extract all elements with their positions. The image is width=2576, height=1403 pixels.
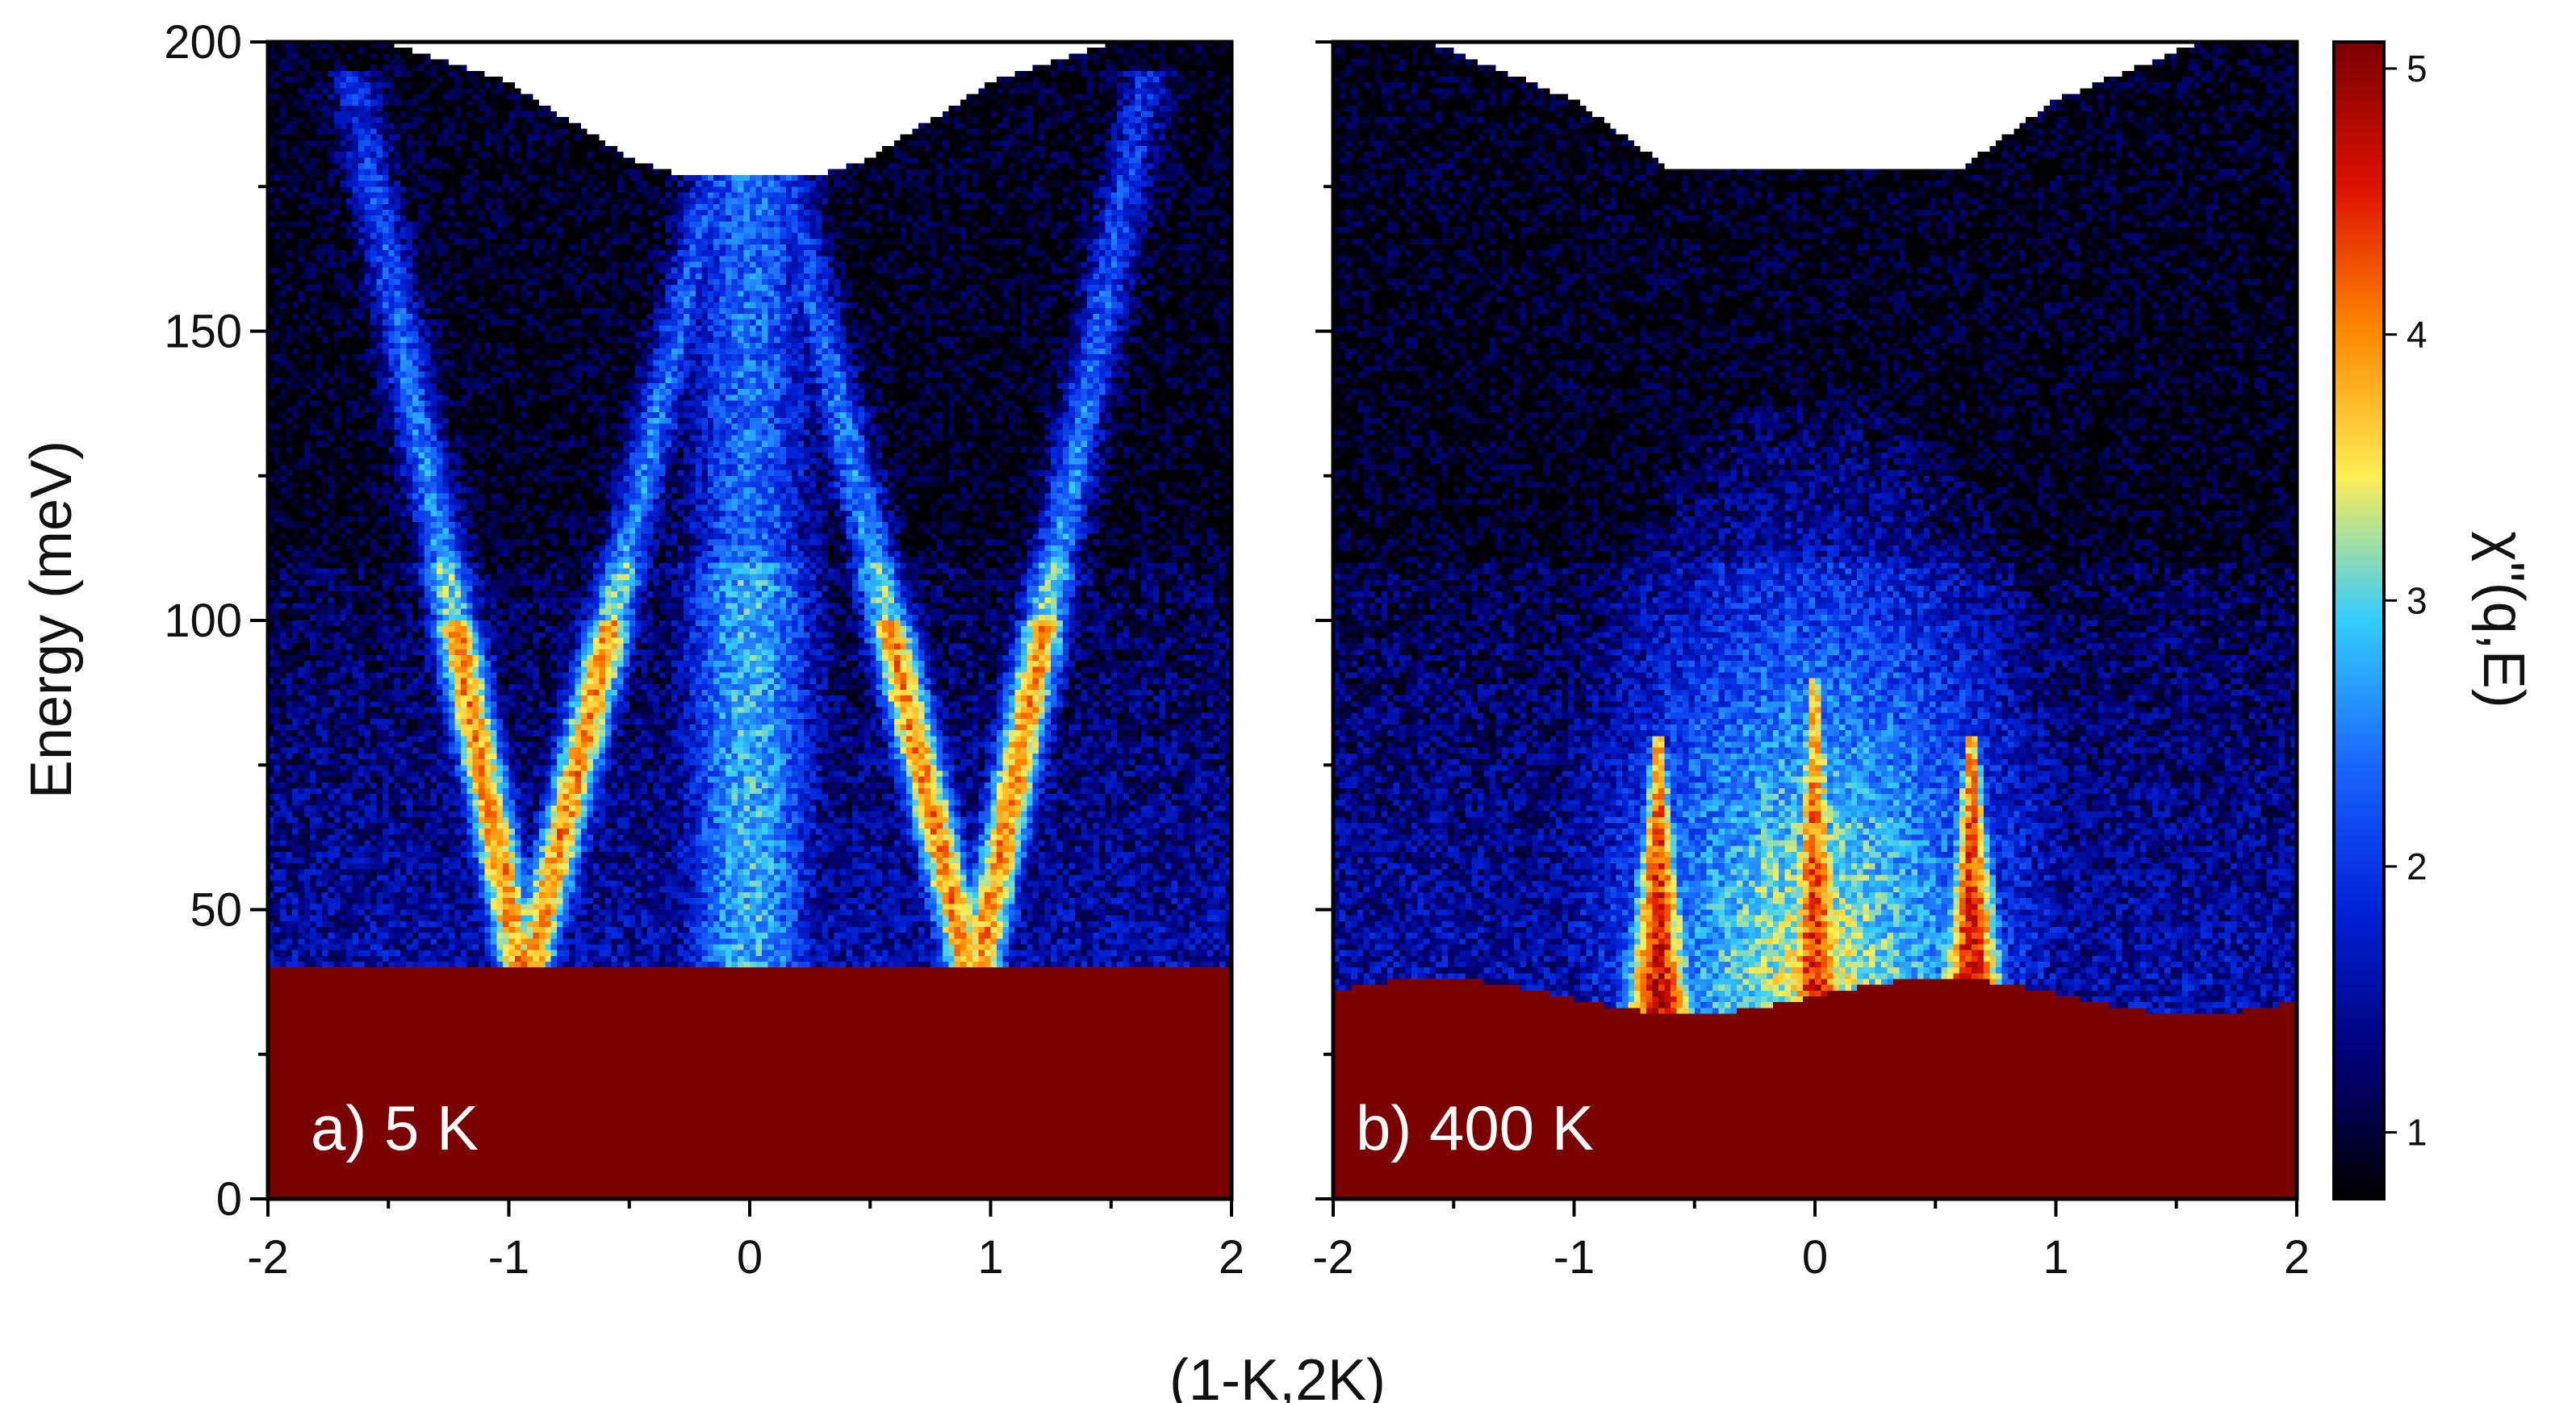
panel-label-a: a) 5 K [311, 1092, 479, 1163]
colorbar-tick-label: 4 [2407, 314, 2428, 356]
y-axis-title: Energy (meV) [19, 441, 84, 799]
x-tick-label: 0 [737, 1231, 763, 1284]
x-axis-title: (1-K,2K) [1169, 1348, 1386, 1403]
heatmap-b [1333, 42, 2297, 1199]
x-tick-label: 1 [2043, 1231, 2068, 1284]
x-tick-labels-b: -2 -1 0 1 2 [1312, 1231, 2310, 1284]
colorbar-tick-label: 3 [2407, 579, 2428, 621]
x-tick-label: 1 [977, 1231, 1003, 1284]
heatmap-a [268, 42, 1232, 1199]
x-tick-label: -1 [1554, 1231, 1595, 1284]
colorbar-ticks: 1 2 3 4 5 [2384, 48, 2428, 1154]
x-tick-label: 2 [1219, 1231, 1244, 1284]
colorbar: 1 2 3 4 5 χ"(q,E) [2332, 40, 2536, 1200]
x-tick-label: -2 [247, 1231, 289, 1284]
x-tick-label: -1 [488, 1231, 530, 1284]
y-tick-label: 100 [164, 595, 242, 647]
panel-b: b) 400 K [1315, 40, 2299, 1217]
y-tick-label: 200 [164, 16, 242, 69]
y-tick-label: 0 [216, 1173, 242, 1226]
colorbar-tick-label: 2 [2407, 846, 2428, 887]
y-tick-label: 150 [164, 306, 242, 358]
ticks-a [250, 40, 1233, 1217]
ticks-b [1315, 40, 2298, 1217]
colorbar-gradient [2334, 42, 2384, 1199]
colorbar-frame [2332, 40, 2386, 1200]
colorbar-tick-label: 5 [2407, 48, 2428, 90]
x-tick-label: 0 [1802, 1231, 1828, 1284]
x-tick-label: 2 [2284, 1231, 2310, 1284]
panel-label-b: b) 400 K [1356, 1092, 1594, 1163]
x-tick-labels-a: -2 -1 0 1 2 [247, 1231, 1244, 1284]
y-tick-labels: 0 50 100 150 200 [164, 16, 242, 1226]
colorbar-tick-label: 1 [2407, 1112, 2428, 1154]
x-tick-label: -2 [1312, 1231, 1354, 1284]
colorbar-title: χ"(q,E) [2471, 531, 2536, 708]
y-tick-label: 50 [190, 884, 242, 937]
panel-a: a) 5 K [250, 40, 1234, 1217]
